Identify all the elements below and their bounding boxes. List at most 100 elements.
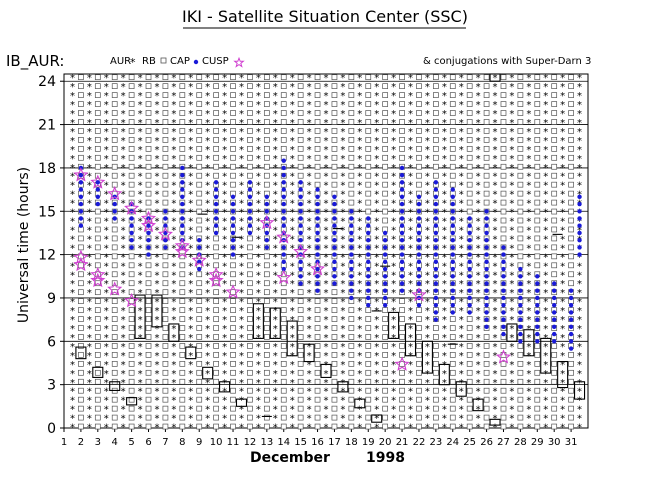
aur-point: *: [239, 154, 244, 165]
cusp-point: [535, 317, 540, 322]
aur-point: *: [560, 333, 565, 344]
cusp-point: [450, 310, 455, 315]
aur-point: *: [205, 190, 210, 201]
x-tick-label: 8: [179, 437, 185, 448]
cap-point: [382, 154, 389, 161]
aur-point: *: [442, 73, 447, 84]
aur-point: *: [70, 297, 75, 308]
cap-point: [534, 262, 541, 269]
aur-point: *: [442, 100, 447, 111]
aur-point: *: [374, 190, 379, 201]
aur-point: *: [459, 414, 464, 425]
cap-point: [111, 137, 118, 143]
cap-point: [247, 343, 253, 349]
cusp-point: [484, 237, 489, 243]
cap-point: [416, 128, 422, 134]
cap-point: [230, 307, 236, 313]
aur-point: *: [138, 100, 143, 111]
conjunction-star: [90, 174, 106, 189]
aur-point: *: [374, 243, 379, 254]
cusp-point: [399, 288, 405, 293]
cap-point: [280, 92, 287, 98]
aur-point: *: [171, 208, 176, 219]
aur-point: *: [324, 82, 329, 93]
cap-point: [433, 334, 439, 340]
aur-point: *: [290, 387, 295, 398]
aur-point: *: [560, 181, 565, 192]
cap-point: [568, 235, 574, 242]
aur-point: *: [391, 118, 396, 129]
aur-point: *: [459, 190, 464, 201]
cusp-point: [518, 288, 523, 293]
cusp-point: [213, 187, 219, 192]
cusp-point: [551, 317, 557, 322]
aur-point: *: [425, 270, 430, 281]
cusp-point: [467, 295, 472, 301]
aur-point: *: [391, 100, 396, 111]
aur-point: *: [70, 154, 75, 165]
aur-point: *: [239, 208, 244, 219]
aur-point: *: [239, 333, 244, 344]
cusp-point: [501, 324, 506, 330]
cap-point: [331, 298, 338, 304]
cusp-point: [484, 266, 489, 272]
cap-point: [213, 378, 219, 385]
aur-point: *: [442, 109, 447, 120]
cap-point: [517, 405, 524, 412]
cap-point: [280, 74, 287, 81]
aur-point: *: [256, 172, 261, 183]
aur-point: *: [154, 369, 159, 380]
aur-point: *: [256, 324, 261, 335]
cap-point: [568, 190, 574, 197]
aur-point: *: [324, 234, 329, 245]
cap-point: [433, 172, 439, 179]
cap-point: [314, 145, 321, 152]
aur-point: *: [493, 315, 498, 326]
aur-point: *: [509, 279, 514, 290]
cusp-point: [180, 187, 185, 192]
aur-point: *: [459, 243, 464, 254]
aur-point: *: [171, 181, 176, 192]
x-tick-label: 10: [210, 437, 223, 448]
cap-point: [128, 271, 135, 278]
aur-point: *: [577, 405, 582, 416]
aur-point: *: [509, 387, 514, 398]
aur-point: *: [307, 91, 312, 102]
aur-point: *: [357, 217, 362, 228]
cap-point: [551, 119, 558, 125]
aur-point: *: [560, 234, 565, 245]
cusp-point: [568, 288, 574, 293]
aur-point: *: [205, 315, 210, 326]
cusp-point: [433, 187, 439, 192]
aur-point: *: [70, 172, 75, 183]
cap-point: [466, 316, 473, 322]
aur-point: *: [256, 261, 261, 272]
cap-point: [196, 172, 203, 179]
cap-point: [297, 289, 304, 296]
aur-point: *: [138, 225, 143, 236]
cap-point: [297, 423, 304, 430]
aur-point: *: [307, 82, 312, 93]
aur-point: *: [307, 279, 312, 290]
aur-point: *: [70, 306, 75, 317]
cusp-point: [450, 259, 455, 265]
aur-point: *: [408, 136, 413, 147]
aur-point: *: [493, 351, 498, 362]
conjunction-box: [557, 360, 569, 389]
aur-point: *: [391, 288, 396, 299]
aur-point: *: [273, 306, 278, 317]
cap-point: [534, 74, 541, 81]
aur-point: *: [138, 297, 143, 308]
aur-point: *: [577, 369, 582, 380]
aur-point: *: [340, 261, 345, 272]
cap-point: [128, 343, 135, 349]
cap-point: [247, 110, 253, 116]
cusp-point: [433, 288, 439, 293]
cap-point: [500, 128, 507, 134]
aur-point: *: [324, 127, 329, 138]
aur-point: *: [205, 414, 210, 425]
cap-point: [314, 334, 321, 340]
aur-point: *: [154, 252, 159, 263]
cusp-point: [349, 274, 354, 279]
cap-point: [263, 181, 270, 188]
